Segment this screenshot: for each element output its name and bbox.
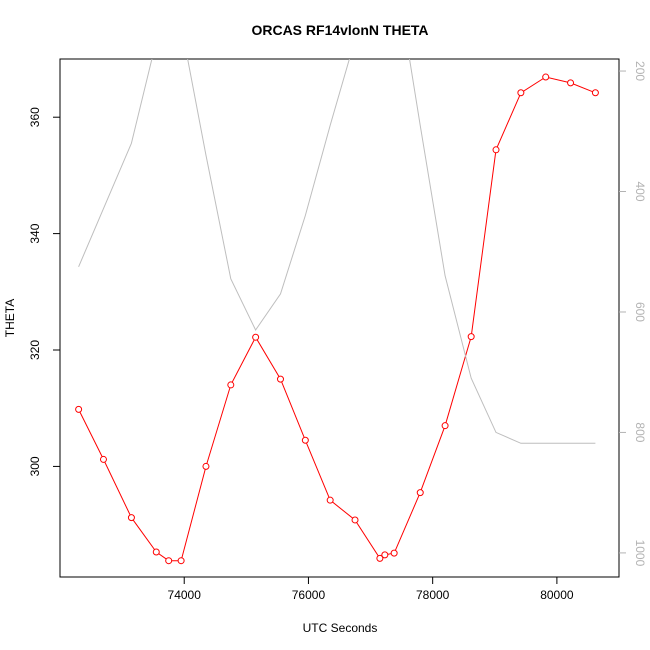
series-1-point: [177, 557, 185, 565]
series-1-point: [127, 514, 135, 522]
series-1-point: [381, 551, 389, 559]
y-axis-label: THETA: [3, 299, 17, 337]
x-tick-label: 76000: [292, 588, 326, 602]
plot-frame: [59, 58, 620, 578]
y2-tick-label: 1000: [633, 540, 647, 567]
y-tick-label: 340: [28, 223, 42, 243]
x-tick-label: 78000: [416, 588, 450, 602]
series-1-point: [567, 79, 575, 87]
y-tick-label: 360: [28, 107, 42, 127]
series-1-point: [75, 405, 83, 413]
series-1-point: [376, 554, 384, 562]
chart-title: ORCAS RF14vlonN THETA: [251, 22, 428, 38]
series-1-point: [416, 489, 424, 497]
series-1-point: [276, 375, 284, 383]
y2-tick-label: 200: [633, 61, 647, 81]
y-tick-label: 320: [28, 340, 42, 360]
series-1-point: [99, 455, 107, 463]
series-1-point: [202, 462, 210, 470]
plot-area: [75, 59, 599, 565]
series-1-line: [78, 76, 596, 562]
series-1-point: [441, 422, 449, 430]
y-axis-left: 300 320 340 360: [28, 107, 60, 476]
series-1-point: [591, 89, 599, 97]
series-1-point: [390, 549, 398, 557]
series-1-point: [542, 73, 550, 81]
series-1-point: [152, 548, 160, 556]
series-1-point: [227, 381, 235, 389]
series-2-line: [78, 59, 596, 444]
series-1-point: [351, 516, 359, 524]
y-axis-right: 200 400 600 800 1000: [619, 61, 647, 567]
y2-tick-label: 400: [633, 181, 647, 201]
x-axis-label: UTC Seconds: [303, 621, 378, 635]
x-tick-label: 80000: [540, 588, 574, 602]
series-1-point: [467, 333, 475, 341]
series-1-point: [301, 436, 309, 444]
series-1-point: [252, 333, 260, 341]
series-1-point: [517, 89, 525, 97]
series-1-point: [492, 146, 500, 154]
x-axis: 74000 76000 78000 80000: [168, 577, 574, 602]
y2-tick-label: 600: [633, 302, 647, 322]
x-tick-label: 74000: [168, 588, 202, 602]
y-tick-label: 300: [28, 456, 42, 476]
y2-tick-label: 800: [633, 422, 647, 442]
series-1-point: [165, 557, 173, 565]
series-1-point: [326, 496, 334, 504]
